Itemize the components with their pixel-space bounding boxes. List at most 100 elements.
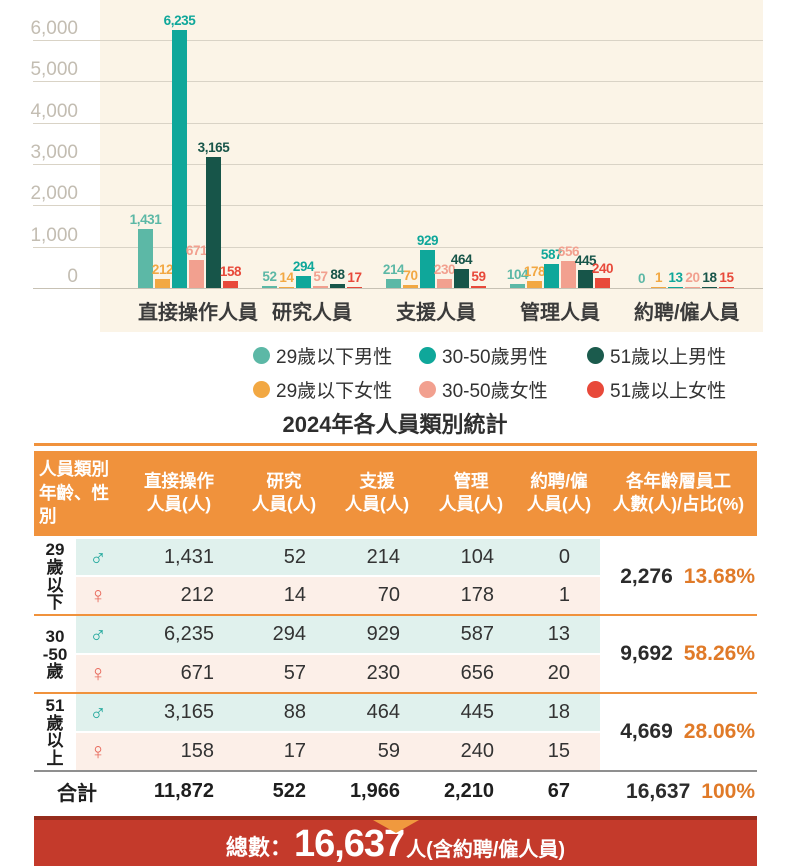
bar [189, 260, 204, 288]
value-cell: 158 [120, 732, 238, 772]
total-label-cell: 合計 [34, 770, 120, 812]
table-header-cell: 各年齡層員工 人數(人)/占比(%) [600, 451, 757, 539]
value-cell: 104 [424, 537, 518, 578]
bar-value-label: 445 [574, 252, 597, 268]
bar [685, 286, 700, 288]
bar [544, 263, 559, 288]
bar-value-label: 15 [719, 269, 734, 285]
table-row-female: ♀ 158 17 59 240 15 [34, 732, 757, 772]
bar-groups: 1,431 212 6,235 671 3,165 158 52 14 294 57 88 17 214… [130, 0, 734, 288]
age-line: 以 [46, 575, 64, 595]
age-line: 51 [45, 696, 65, 716]
female-symbol-cell: ♀ [76, 732, 120, 772]
age-line: 29 [45, 540, 65, 560]
bar-value-label: 59 [471, 268, 486, 284]
bar [313, 285, 328, 288]
value-cell: 671 [120, 654, 238, 694]
male-symbol-cell: ♂ [76, 537, 120, 578]
age-line: 歲 [46, 557, 64, 577]
bar-group: 52 14 294 57 88 17 [262, 0, 362, 288]
header-line1: 各年齡層員工 [626, 470, 731, 491]
grand-total-value: 16,637 [626, 779, 691, 803]
bar [386, 279, 401, 288]
legend-color-dot [587, 347, 604, 364]
legend-color-dot [253, 381, 270, 398]
bar [719, 286, 734, 288]
bar [420, 249, 435, 288]
grid-line [33, 246, 763, 248]
table-header-cell: 人員類別 年齡、性別 [34, 451, 120, 539]
grid-line [33, 40, 763, 41]
legend-item: 30-50歲男性 [419, 342, 587, 369]
legend-label: 30-50歲女性 [442, 381, 548, 402]
bar-value-label: 294 [292, 258, 315, 274]
value-cell: 464 [330, 692, 424, 734]
subtotal-value: 4,669 [620, 720, 673, 744]
legend-label: 51歲以上男性 [610, 347, 727, 368]
value-cell: 6,235 [120, 614, 238, 656]
bar-chart: 0 1,000 2,000 3,000 4,000 5,000 6,000 1,431 212… [0, 0, 790, 332]
age-line: -50 [42, 644, 68, 664]
bar-value-label: 20 [685, 269, 700, 285]
table-header-row: 人員類別 年齡、性別 直接操作 人員(人) 研究 人員(人) 支援 人員(人) 管理 人員(人) 約… [34, 451, 757, 539]
value-cell: 212 [120, 576, 238, 616]
subtotal-value: 9,692 [620, 642, 673, 666]
bar-group: 1,431 212 6,235 671 3,165 158 [130, 0, 242, 288]
value-cell: 57 [238, 654, 330, 694]
bar-value-label: 212 [151, 262, 174, 278]
age-line: 以 [46, 731, 64, 751]
legend-color-dot [587, 381, 604, 398]
bar [172, 30, 187, 288]
legend-label: 29歲以下女性 [276, 381, 393, 402]
age-subtotal-cell: 2,276 13.68% [600, 537, 757, 616]
bar-with-label: 104 [507, 267, 529, 288]
bar-with-label: 15 [719, 269, 734, 288]
bar-value-label: 587 [540, 246, 563, 262]
bar [279, 286, 294, 288]
bar-value-label: 70 [403, 268, 418, 284]
header-line1: 人員類別 [39, 459, 109, 479]
age-group-cell: 51 歲以上 [34, 692, 76, 772]
bar [510, 283, 525, 288]
y-tick-label: 2,000 [30, 183, 78, 205]
bar-with-label: 3,165 [198, 141, 230, 288]
bar-with-label: 214 [383, 263, 405, 288]
bar-with-label: 88 [330, 268, 345, 288]
value-cell: 20 [518, 654, 600, 694]
table-row-female: ♀ 212 14 70 178 1 [34, 576, 757, 616]
bar [347, 286, 362, 288]
bar-value-label: 18 [702, 269, 717, 285]
grid-line [33, 81, 763, 83]
bar-with-label: 1 [651, 269, 666, 288]
female-symbol-cell: ♀ [76, 654, 120, 694]
legend-item: 29歲以下男性 [253, 342, 419, 369]
banner-total-number: 16,637 [293, 822, 405, 865]
subtotal-value: 2,276 [620, 564, 673, 588]
age-group-cell: 29 歲以下 [34, 537, 76, 616]
category-label: 管理人員 [520, 302, 600, 324]
table-top-accent-line [34, 443, 757, 446]
table-total-row: 合計 11,872 522 1,966 2,210 67 16,637 100% [34, 770, 757, 812]
legend-item: 30-50歲女性 [419, 376, 587, 403]
subtotal-percent: 13.68% [683, 564, 755, 588]
age-group-label: 30 -50 歲 [34, 628, 76, 681]
value-cell: 59 [330, 732, 424, 772]
bar-value-label: 1 [654, 269, 663, 285]
bar [155, 279, 170, 288]
bar-with-label: 587 [540, 246, 563, 288]
bar-with-label: 178 [524, 264, 546, 288]
y-tick-label: 0 [67, 266, 78, 287]
category-label: 支援人員 [396, 302, 476, 324]
value-cell: 230 [330, 654, 424, 694]
bar-value-label: 240 [591, 261, 614, 277]
bar-value-label: 1,431 [129, 211, 162, 227]
grid-line [33, 288, 763, 289]
age-group-label: 29 歲以下 [34, 541, 76, 612]
grid-line [33, 164, 763, 165]
value-cell: 445 [424, 692, 518, 734]
legend-item: 29歲以下女性 [253, 376, 419, 403]
header-line2: 年齡、性別 [39, 482, 109, 527]
age-line: 下 [46, 593, 64, 613]
bar-with-label: 6,235 [164, 14, 196, 288]
table-row-male: 30 -50 歲 ♂ 6,235 294 929 587 13 9,692 58.26% [34, 614, 757, 694]
